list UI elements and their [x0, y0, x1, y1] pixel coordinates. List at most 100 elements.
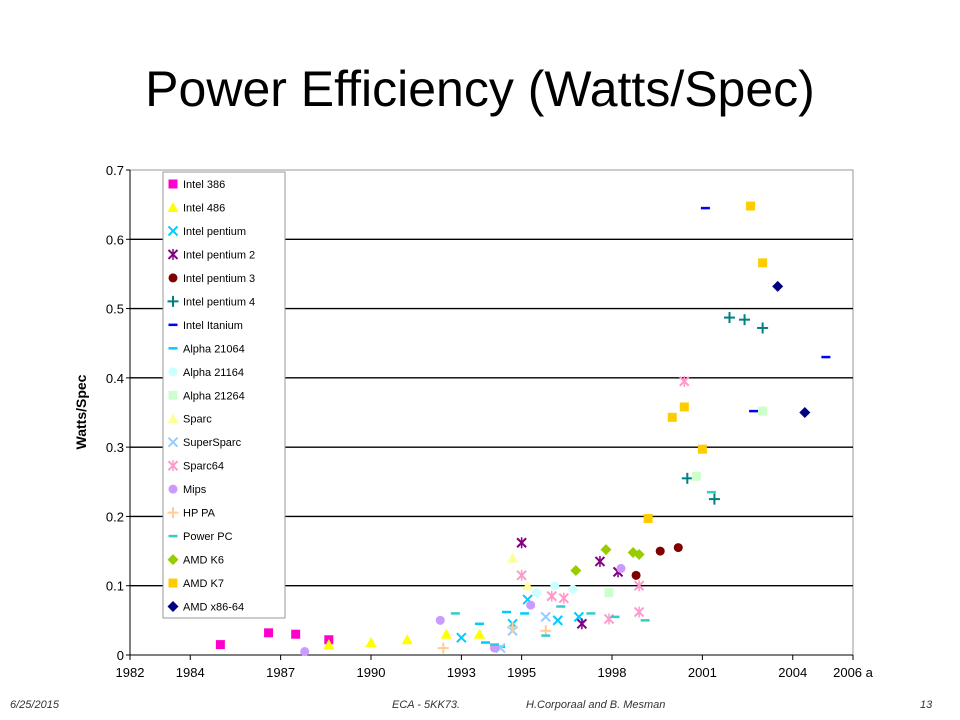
legend-marker-mips: [168, 484, 178, 494]
data-point-intel-386: [215, 640, 225, 650]
data-point-intel-486: [365, 637, 377, 648]
legend: Intel 386 Intel 486 Intel pentium Intel pen…: [162, 171, 286, 619]
legend-marker-intel-pentium: [167, 225, 179, 237]
legend-label-alpha-21064: Alpha 21064: [183, 343, 245, 355]
data-point-alpha-21164: [568, 584, 578, 594]
data-point-intel-386: [264, 628, 274, 638]
legend-label-intel-386: Intel 386: [183, 179, 225, 191]
legend-label-alpha-21164: Alpha 21164: [183, 367, 244, 379]
legend-marker-intel-pentium-2: [167, 248, 179, 260]
data-point-amd-k7: [697, 444, 707, 454]
legend-marker-amd-k7: [168, 578, 178, 588]
x-tick-label: 2001: [688, 665, 717, 680]
data-point-amd-k7: [746, 201, 756, 211]
x-tick-label: 1990: [357, 665, 386, 680]
legend-label-amd-k7: AMD K7: [183, 578, 224, 590]
data-point-intel-pentium-4: [681, 472, 693, 484]
data-point-intel-pentium: [552, 615, 563, 626]
data-point-intel-pentium-4: [723, 312, 735, 324]
legend-label-intel-pentium-2: Intel pentium 2: [183, 249, 255, 261]
data-point-mips: [616, 563, 626, 573]
data-point-mips: [526, 600, 536, 610]
legend-label-intel-pentium-3: Intel pentium 3: [183, 273, 255, 285]
data-point-intel-pentium-2: [576, 618, 588, 630]
x-tick-label: 1982: [116, 665, 145, 680]
legend-marker-intel-pentium-3: [168, 273, 178, 283]
data-point-intel-pentium-3: [655, 546, 665, 556]
legend-marker-sparc64: [167, 460, 179, 472]
data-points: [215, 201, 831, 657]
footer-course: ECA - 5KK73.: [392, 699, 461, 711]
data-point-intel-pentium-2: [594, 555, 606, 567]
y-tick-label: 0.7: [106, 163, 124, 178]
legend-marker-sparc: [167, 413, 179, 424]
footer-date: 6/25/2015: [10, 699, 59, 711]
data-point-amd-k7: [758, 258, 768, 268]
legend-marker-alpha-21164: [168, 367, 178, 377]
legend-marker-amd-x86-64: [167, 601, 179, 613]
y-axis-label: Watts/Spec: [73, 374, 89, 449]
x-tick-label: 2004: [778, 665, 807, 680]
data-point-alpha-21164: [532, 588, 542, 598]
data-point-alpha-21264: [691, 471, 701, 481]
legend-label-sparc: Sparc: [183, 414, 212, 426]
data-point-intel-pentium-4: [708, 493, 720, 505]
legend-label-mips: Mips: [183, 484, 207, 496]
data-point-hp-pa: [507, 621, 519, 633]
data-point-amd-x86-64: [799, 407, 811, 418]
data-point-mips: [300, 647, 310, 657]
data-point-sparc: [522, 580, 534, 591]
legend-label-supersparc: SuperSparc: [183, 437, 242, 449]
y-tick-label: 0.1: [106, 579, 124, 594]
data-point-alpha-21164: [550, 581, 560, 591]
legend-label-amd-k6: AMD K6: [183, 555, 224, 567]
y-tick-label: 0.6: [106, 232, 124, 247]
data-point-amd-k6: [600, 544, 612, 556]
data-point-intel-pentium: [456, 632, 467, 643]
legend-marker-alpha-21264: [168, 390, 178, 400]
data-point-amd-x86-64: [772, 280, 784, 292]
data-point-amd-k7: [679, 402, 689, 412]
legend-label-sparc64: Sparc64: [183, 461, 224, 473]
legend-marker-amd-k6: [167, 554, 179, 566]
data-point-amd-k6: [633, 549, 645, 561]
axes: 0 0.1 0.2 0.3 0.4 0.5 0.6 0.7 1982 1984 1987 1990 19…: [106, 163, 874, 680]
data-point-hp-pa: [437, 642, 449, 654]
data-point-intel-pentium-3: [673, 543, 683, 553]
y-tick-label: 0.2: [106, 509, 124, 524]
legend-marker-supersparc: [167, 437, 179, 448]
legend-label-power-pc: Power PC: [183, 531, 233, 543]
data-point-intel-486: [323, 639, 335, 650]
legend-label-intel-486: Intel 486: [183, 202, 225, 214]
legend-box: [162, 171, 286, 619]
data-point-sparc64: [516, 569, 527, 581]
footer-authors: H.Corporaal and B. Mesman: [526, 699, 666, 711]
legend-marker-hp-pa: [167, 507, 179, 519]
data-point-sparc64: [546, 590, 557, 602]
y-tick-label: 0.5: [106, 302, 124, 317]
data-point-intel-pentium-4: [739, 314, 751, 326]
legend-label-hp-pa: HP PA: [183, 508, 216, 520]
data-point-alpha-21264: [604, 588, 614, 598]
legend-marker-intel-386: [168, 179, 178, 189]
x-tick-label: 1987: [266, 665, 295, 680]
y-tick-label: 0.4: [106, 371, 124, 386]
data-point-sparc64: [633, 580, 645, 592]
legend-label-intel-pentium-4: Intel pentium 4: [183, 296, 255, 308]
data-point-intel-486: [401, 634, 413, 645]
data-point-sparc64: [558, 592, 570, 604]
data-point-sparc64: [633, 606, 645, 618]
data-point-intel-pentium-4: [757, 322, 769, 334]
data-point-sparc64: [679, 375, 690, 387]
data-point-intel-pentium-2: [516, 537, 527, 549]
x-tick-label: 2006 a: [833, 665, 874, 680]
legend-label-intel-pentium: Intel pentium: [183, 226, 246, 238]
data-point-alpha-21264: [758, 406, 768, 416]
x-tick-label: 1993: [447, 665, 476, 680]
data-point-intel-386: [291, 629, 301, 639]
legend-marker-intel-pentium-4: [167, 295, 179, 307]
data-point-mips: [435, 615, 445, 625]
legend-label-amd-x86-64: AMD x86-64: [183, 602, 244, 614]
x-tick-label: 1998: [598, 665, 627, 680]
